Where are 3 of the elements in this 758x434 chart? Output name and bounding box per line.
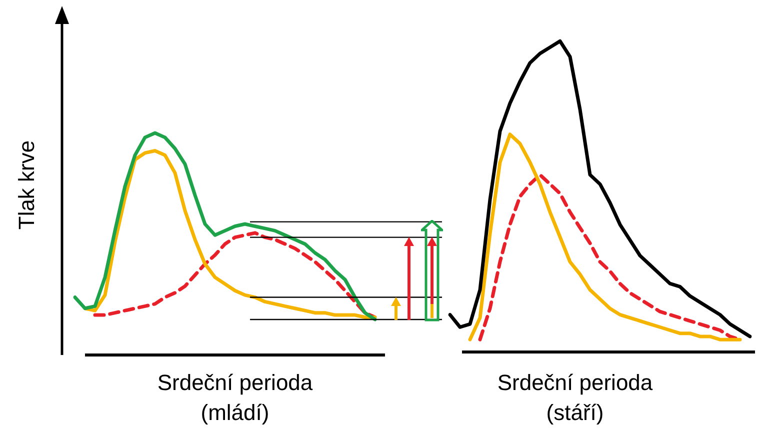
x-axis-title: Srdeční perioda (stáří): [496, 369, 654, 427]
y-axis-title: Tlak krve: [14, 140, 40, 230]
x-axis-title: Srdeční perioda (mládí): [156, 369, 314, 427]
